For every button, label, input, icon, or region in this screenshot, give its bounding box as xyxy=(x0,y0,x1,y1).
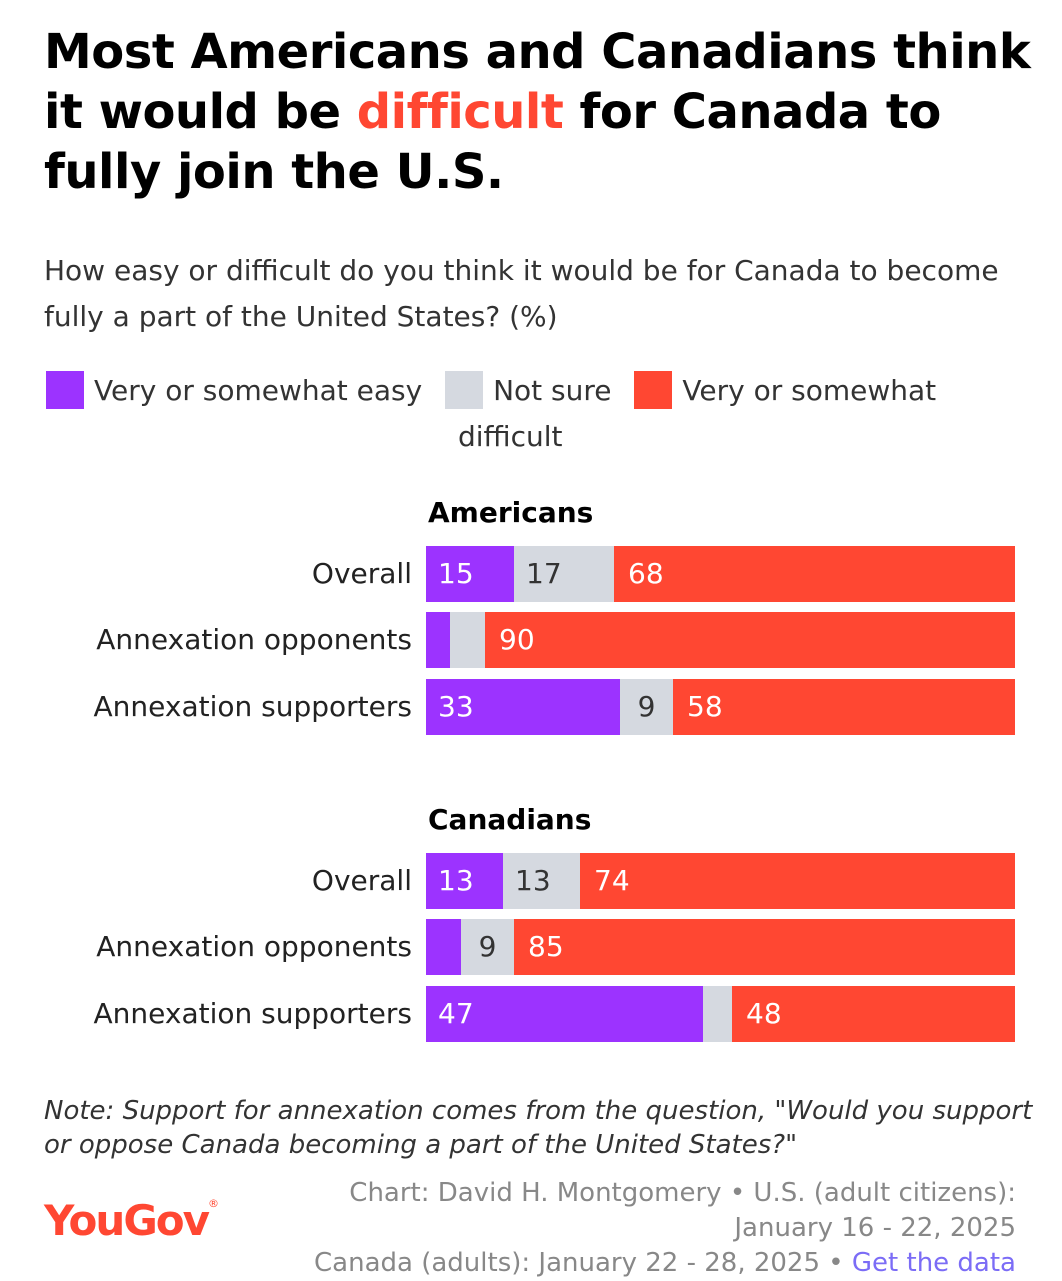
bar-segment-not-sure: 13 xyxy=(503,853,580,909)
bar-segment-not-sure: 17 xyxy=(514,546,614,602)
source-line-2: January 16 - 22, 2025 xyxy=(734,1213,1016,1243)
logo-text: YouGov xyxy=(44,1196,210,1245)
legend-label-not-sure: Not sure xyxy=(493,374,612,407)
bar-segment-easy: 33 xyxy=(426,679,620,735)
legend-swatch-easy xyxy=(46,371,84,409)
chart-subtitle: How easy or difficult do you think it wo… xyxy=(44,254,999,333)
bar-segment-easy xyxy=(426,919,461,975)
stacked-bar: 13 13 74 xyxy=(426,853,1015,909)
bar-segment-difficult: 58 xyxy=(673,679,1015,735)
legend-label-difficult-line1: Very or somewhat xyxy=(682,374,937,407)
title-part2: for Canada to fully join the U.S. xyxy=(44,84,941,200)
bar-segment-difficult: 74 xyxy=(580,853,1015,909)
source-credit: Chart: David H. Montgomery • U.S. (adult… xyxy=(256,1176,1016,1281)
yougov-logo: YouGov® xyxy=(44,1196,220,1245)
bar-segment-easy: 47 xyxy=(426,986,703,1042)
bar-segment-difficult: 48 xyxy=(732,986,1015,1042)
bar-segment-difficult: 90 xyxy=(485,612,1015,668)
legend-item-not-sure: Not sure xyxy=(445,371,612,409)
row-label: Overall xyxy=(311,557,412,590)
stacked-bar: 33 9 58 xyxy=(426,679,1015,735)
legend-label-easy: Very or somewhat easy xyxy=(94,374,423,407)
bar-segment-not-sure xyxy=(703,986,732,1042)
legend-item-difficult: Very or somewhat xyxy=(634,371,937,409)
source-line-3: Canada (adults): January 22 - 28, 2025 • xyxy=(314,1248,852,1278)
bar-segment-not-sure xyxy=(450,612,485,668)
bar-segment-easy: 13 xyxy=(426,853,503,909)
stacked-bar: 9 85 xyxy=(426,919,1015,975)
row-label: Annexation supporters xyxy=(93,997,412,1030)
bar-segment-easy xyxy=(426,612,450,668)
row-label: Overall xyxy=(311,864,412,897)
bar-segment-easy: 15 xyxy=(426,546,514,602)
stacked-bar: 90 xyxy=(426,612,1015,668)
stacked-bar: 47 48 xyxy=(426,986,1015,1042)
row-label: Annexation opponents xyxy=(96,930,412,963)
title-part1: Most Americans and Canadians think it wo… xyxy=(44,24,1031,140)
source-line-1: Chart: David H. Montgomery • U.S. (adult… xyxy=(349,1178,1016,1208)
get-the-data-link[interactable]: Get the data xyxy=(851,1248,1016,1278)
chart-title: Most Americans and Canadians think it wo… xyxy=(44,22,1034,202)
bar-segment-not-sure: 9 xyxy=(461,919,514,975)
bar-segment-difficult: 68 xyxy=(614,546,1015,602)
row-label: Annexation supporters xyxy=(93,690,412,723)
legend-swatch-not-sure xyxy=(445,371,484,409)
legend-label-difficult-line2: difficult xyxy=(458,420,563,453)
legend: Very or somewhat easy Not sure Very or s… xyxy=(46,368,1036,460)
bar-segment-not-sure: 9 xyxy=(620,679,673,735)
legend-swatch-difficult xyxy=(634,371,673,409)
title-highlight: difficult xyxy=(356,84,564,140)
row-label: Annexation opponents xyxy=(96,623,412,656)
group-title-canadians: Canadians xyxy=(428,803,592,836)
bar-segment-difficult: 85 xyxy=(514,919,1015,975)
group-title-americans: Americans xyxy=(428,496,594,529)
chart-note: Note: Support for annexation comes from … xyxy=(44,1096,1033,1160)
stacked-bar: 15 17 68 xyxy=(426,546,1015,602)
legend-item-easy: Very or somewhat easy xyxy=(46,371,423,409)
